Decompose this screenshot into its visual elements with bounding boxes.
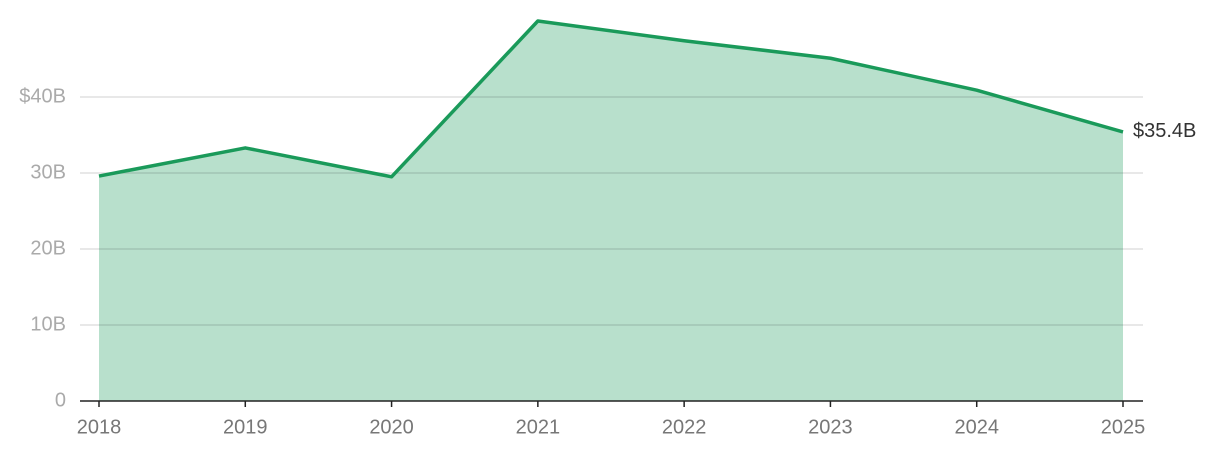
x-tick-label: 2023	[808, 416, 853, 438]
y-tick-label: 10B	[30, 313, 66, 335]
y-tick-label: $40B	[19, 85, 66, 107]
x-tick-label: 2025	[1101, 416, 1146, 438]
x-tick-label: 2020	[369, 416, 414, 438]
area	[99, 21, 1123, 401]
x-tick-label: 2021	[516, 416, 561, 438]
x-tick-label: 2018	[77, 416, 122, 438]
x-tick-label: 2024	[954, 416, 999, 438]
y-tick-label: 20B	[30, 237, 66, 259]
x-tick-label: 2019	[223, 416, 268, 438]
value-label: $35.4B	[1133, 120, 1196, 142]
line	[98, 19, 1124, 179]
y-tick-label: 30B	[30, 161, 66, 183]
y-tick-label: 0	[55, 389, 66, 411]
x-tick-label: 2022	[662, 416, 707, 438]
